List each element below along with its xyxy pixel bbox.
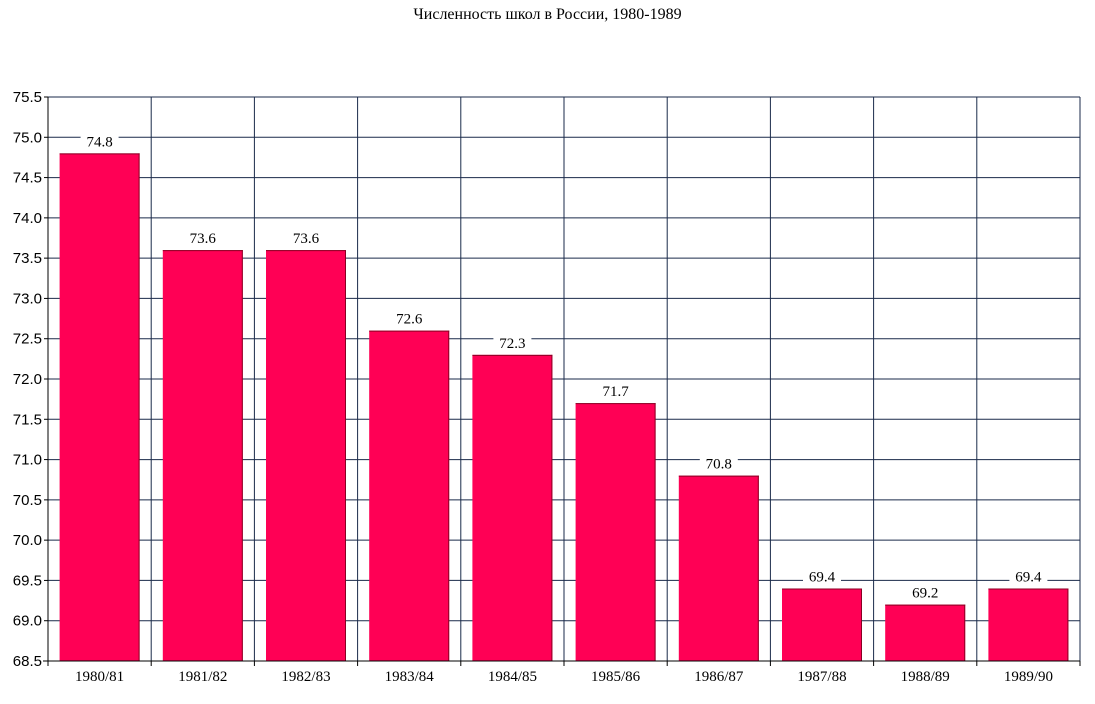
y-tick-label: 73.0 [13, 290, 42, 307]
data-label: 72.3 [499, 336, 525, 352]
x-tick-label: 1983/84 [385, 669, 435, 685]
data-label: 73.6 [190, 231, 217, 247]
bar [59, 153, 140, 661]
y-tick-label: 72.5 [13, 331, 42, 348]
y-tick-label: 73.5 [13, 250, 42, 267]
x-tick-label: 1981/82 [178, 669, 227, 685]
y-tick-label: 69.0 [13, 613, 42, 630]
data-label: 69.2 [912, 586, 938, 602]
data-label-background [803, 567, 841, 586]
y-tick-label: 71.0 [13, 452, 42, 469]
y-tick-label: 74.0 [13, 210, 42, 227]
data-label-background [287, 229, 325, 248]
x-tick-label: 1980/81 [75, 669, 124, 685]
y-tick-label: 74.5 [13, 170, 42, 187]
y-tick-label: 72.0 [13, 371, 42, 388]
x-tick-label: 1986/87 [694, 669, 744, 685]
data-label-background [183, 229, 222, 248]
data-labels: 74.8 73.6 73.6 72.6 72.3 71.7 70.8 69.4 69.2 69.4 [80, 132, 1048, 602]
bar [885, 604, 966, 661]
bar [472, 354, 553, 661]
bar [369, 330, 450, 661]
x-tick-label: 1987/88 [797, 669, 846, 685]
data-label: 69.4 [1015, 569, 1042, 585]
data-label-background [390, 309, 429, 328]
x-tick-label: 1982/83 [281, 669, 330, 685]
x-tick-label: 1984/85 [488, 669, 537, 685]
data-label-background [80, 132, 119, 151]
bar [678, 475, 759, 661]
x-tick-label: 1985/86 [591, 669, 641, 685]
y-tick-label: 75.5 [13, 89, 42, 106]
data-label-background [596, 382, 635, 401]
y-tick-label: 71.5 [13, 411, 42, 428]
x-tick-label: 1988/89 [901, 669, 950, 685]
bars [59, 153, 1069, 662]
y-tick-label: 70.5 [13, 492, 42, 509]
data-label: 73.6 [293, 231, 320, 247]
data-label-background [493, 333, 532, 352]
data-label-background [699, 454, 738, 473]
chart-title: Численность школ в России, 1980-1989 [413, 6, 682, 23]
y-tick-label: 75.0 [13, 129, 42, 146]
x-tick-label: 1989/90 [1004, 669, 1053, 685]
axes: 68.5 69.0 69.5 70.0 70.5 71.0 71.5 72.0 72.5 73.0… [13, 89, 1081, 685]
data-label: 71.7 [602, 384, 629, 400]
bar [988, 588, 1069, 661]
bar [162, 250, 243, 662]
data-label-background [1009, 567, 1048, 586]
y-tick-label: 69.5 [13, 572, 42, 589]
y-tick-label: 70.0 [13, 532, 42, 549]
data-label: 70.8 [706, 457, 732, 473]
bar [782, 588, 862, 661]
bar [575, 403, 656, 661]
y-tick-label: 68.5 [13, 653, 42, 670]
data-label: 74.8 [86, 134, 112, 150]
bar [266, 250, 346, 662]
data-label: 72.6 [396, 312, 423, 328]
data-label: 69.4 [809, 569, 836, 585]
data-label-background [906, 583, 945, 602]
